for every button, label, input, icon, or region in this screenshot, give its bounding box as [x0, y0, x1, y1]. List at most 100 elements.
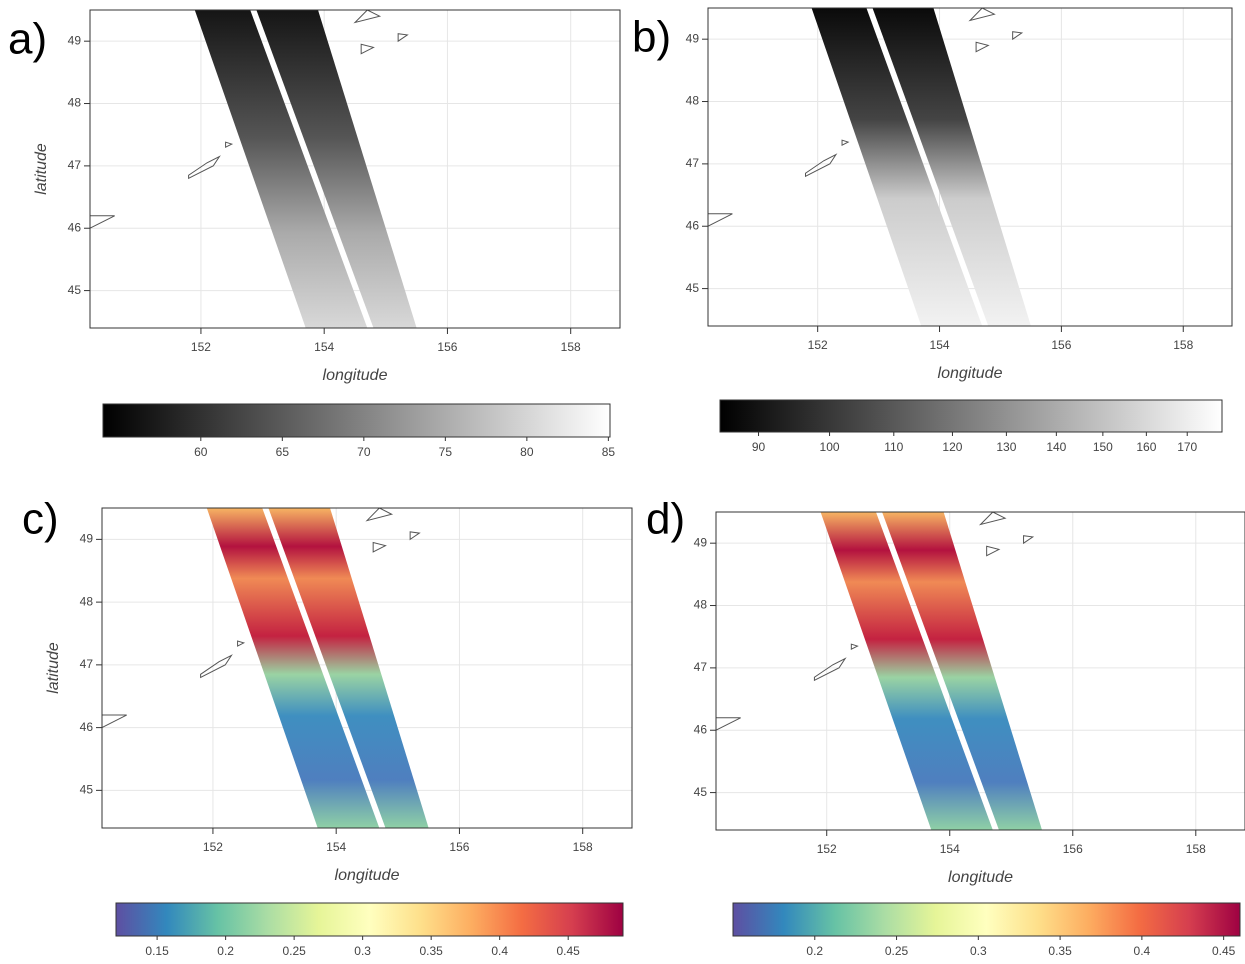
colorbar-tick-label: 100	[820, 440, 840, 454]
coastline	[716, 717, 741, 731]
swath	[872, 8, 1031, 326]
x-tick-label: 156	[1063, 842, 1083, 856]
y-tick-label: 48	[694, 598, 708, 612]
colorbar-tick-label: 120	[942, 440, 962, 454]
colorbar-tick-label: 0.2	[806, 944, 823, 958]
y-tick-label: 49	[68, 33, 82, 47]
colorbar-tick-label: 65	[276, 445, 290, 459]
colorbar-tick-label: 70	[357, 445, 371, 459]
panel: 152 154 156 158 45 46 47 48 49 b) longitude 90 100 11…	[632, 7, 1233, 454]
colorbar-tick-label: 140	[1046, 440, 1066, 454]
swath	[882, 512, 1043, 830]
coastline	[978, 512, 1007, 526]
coastline	[365, 508, 394, 522]
y-tick-label: 48	[68, 96, 82, 110]
coastline	[850, 643, 859, 650]
y-tick-label: 47	[68, 158, 82, 172]
y-tick-label: 45	[80, 783, 94, 797]
colorbar	[719, 399, 1223, 433]
colorbar-tick-label: 0.4	[491, 944, 508, 958]
x-tick-label: 154	[326, 840, 346, 854]
colorbar	[115, 902, 624, 937]
coastline	[90, 215, 115, 229]
colorbar-tick-label: 85	[602, 445, 616, 459]
y-tick-label: 49	[686, 31, 700, 45]
colorbar-tick-label: 60	[194, 445, 208, 459]
y-tick-label: 48	[80, 594, 94, 608]
y-tick-label: 48	[686, 94, 700, 108]
x-axis-label: longitude	[938, 365, 1003, 382]
plot-frame	[89, 9, 621, 329]
colorbar	[732, 902, 1241, 937]
swath	[194, 10, 368, 328]
swath	[820, 512, 993, 830]
x-axis-label: longitude	[323, 367, 388, 384]
swath	[256, 10, 417, 328]
y-tick-label: 49	[80, 532, 94, 546]
x-tick-label: 154	[314, 340, 334, 354]
x-axis-label: longitude	[335, 867, 400, 884]
y-tick-label: 45	[686, 281, 700, 295]
coastline	[841, 139, 850, 146]
swath	[811, 8, 983, 326]
panel-label: a)	[8, 15, 47, 64]
x-tick-label: 152	[203, 840, 223, 854]
colorbar-tick-label: 0.2	[217, 944, 234, 958]
y-tick-label: 45	[68, 283, 82, 297]
y-tick-label: 46	[80, 720, 94, 734]
colorbar	[102, 403, 611, 438]
plot-frame	[101, 507, 633, 829]
panel: 152 154 156 158 45 46 47 48 49 d) longitude 0.2 0.25…	[646, 495, 1245, 958]
colorbar-tick-label: 0.25	[885, 944, 909, 958]
panel-label: c)	[22, 495, 59, 544]
x-tick-label: 152	[817, 842, 837, 856]
x-tick-label: 154	[930, 338, 950, 352]
colorbar-tick-label: 90	[752, 440, 766, 454]
colorbar-tick-label: 0.25	[282, 944, 306, 958]
colorbar-tick-label: 0.3	[354, 944, 371, 958]
colorbar-tick-label: 0.15	[145, 944, 169, 958]
colorbar-tick-label: 80	[520, 445, 534, 459]
coastline	[409, 531, 421, 541]
x-tick-label: 156	[449, 840, 469, 854]
colorbar-tick-label: 75	[439, 445, 453, 459]
x-tick-label: 156	[437, 340, 457, 354]
x-tick-label: 154	[940, 842, 960, 856]
y-axis-label: latitude	[45, 642, 62, 694]
x-tick-label: 158	[1186, 842, 1206, 856]
coastline	[397, 33, 409, 43]
x-tick-label: 152	[191, 340, 211, 354]
x-tick-label: 152	[808, 338, 828, 352]
coastline	[353, 10, 382, 24]
y-tick-label: 47	[686, 156, 700, 170]
coastline	[1012, 31, 1024, 41]
plot-frame	[707, 7, 1233, 327]
colorbar-tick-label: 0.4	[1134, 944, 1151, 958]
colorbar-tick-label: 110	[884, 440, 903, 454]
coastline	[968, 8, 996, 22]
colorbar-tick-label: 0.35	[1048, 944, 1072, 958]
coastline	[102, 714, 127, 729]
y-tick-label: 46	[686, 218, 700, 232]
y-tick-label: 45	[694, 785, 708, 799]
coastline	[237, 640, 246, 647]
y-tick-label: 46	[694, 722, 708, 736]
x-axis-label: longitude	[948, 869, 1013, 886]
panel-label: d)	[646, 495, 685, 544]
panel: 152 154 156 158 45 46 47 48 49 c) longitude latitud…	[22, 495, 633, 958]
x-tick-label: 156	[1051, 338, 1071, 352]
coastline	[813, 657, 847, 682]
coastline	[1023, 535, 1035, 545]
colorbar-tick-label: 0.45	[1212, 944, 1236, 958]
colorbar-tick-label: 150	[1093, 440, 1113, 454]
colorbar-tick-label: 0.45	[557, 944, 581, 958]
colorbar-tick-label: 170	[1177, 440, 1197, 454]
colorbar-tick-label: 0.3	[970, 944, 987, 958]
x-tick-label: 158	[1173, 338, 1193, 352]
y-tick-label: 47	[694, 660, 708, 674]
coastline	[188, 155, 221, 180]
colorbar-tick-label: 0.35	[419, 944, 443, 958]
coastline	[225, 141, 234, 148]
panel: 152 154 156 158 45 46 47 48 49 a) longitude latitud…	[8, 9, 621, 459]
